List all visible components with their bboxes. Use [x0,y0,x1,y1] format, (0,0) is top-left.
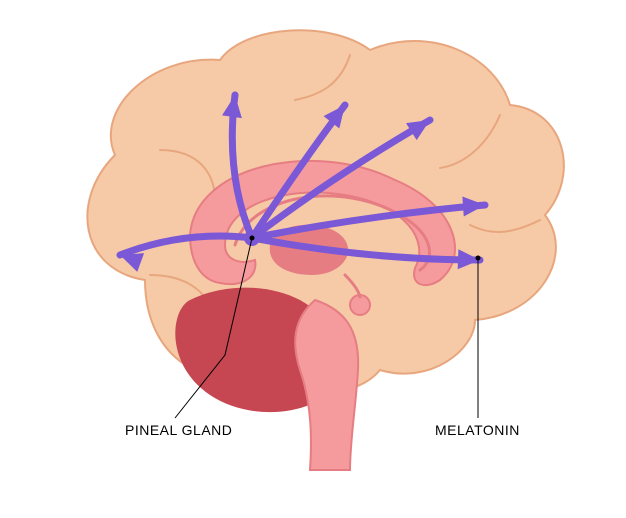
label-pineal-gland: PINEAL GLAND [125,422,232,438]
brain-stem [295,300,358,470]
melatonin-leader-dot [476,256,481,261]
pineal-leader-dot [250,236,255,241]
brain-diagram-svg [0,0,626,518]
label-melatonin: MELATONIN [435,422,520,438]
diagram-stage: PINEAL GLAND MELATONIN [0,0,626,518]
